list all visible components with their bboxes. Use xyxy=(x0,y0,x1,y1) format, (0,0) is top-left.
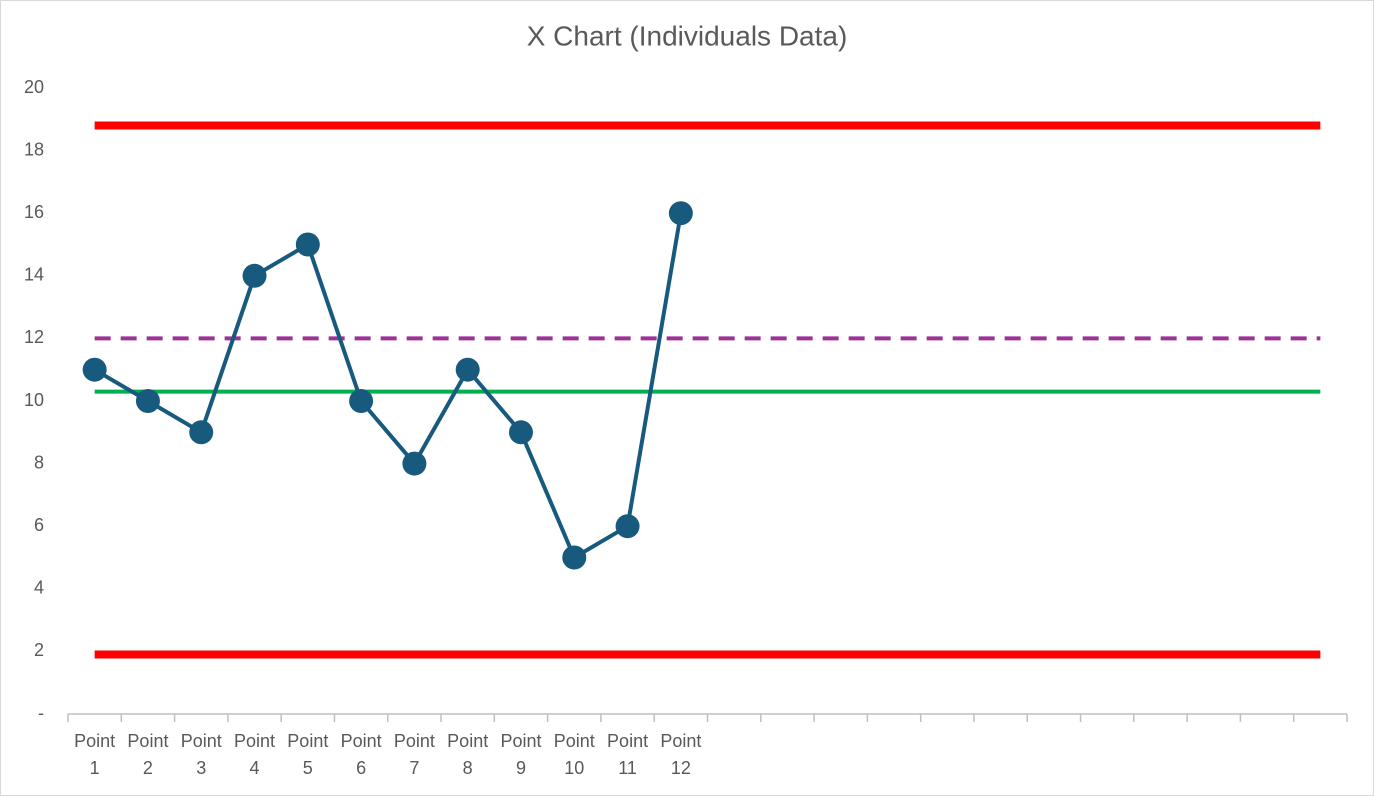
x-tick-label: Point 5 xyxy=(287,731,329,778)
x-tick-label: Point 7 xyxy=(393,731,435,778)
x-tick-label: Point 8 xyxy=(447,731,489,778)
data-point xyxy=(295,232,320,257)
data-point xyxy=(189,420,214,445)
data-point xyxy=(82,357,107,382)
data-point xyxy=(615,514,640,539)
y-tick-label: 6 xyxy=(34,515,44,535)
data-point xyxy=(242,263,267,288)
data-point xyxy=(668,201,693,226)
y-tick-label: - xyxy=(38,703,44,723)
x-tick-label: Point 2 xyxy=(127,731,169,778)
data-point xyxy=(562,545,587,570)
x-tick-label: Point 4 xyxy=(234,731,276,778)
x-tick-label: Point 10 xyxy=(553,731,595,778)
chart-title: X Chart (Individuals Data) xyxy=(527,20,848,51)
data-point xyxy=(135,389,160,413)
y-tick-label: 8 xyxy=(34,452,44,472)
x-tick-label: Point 3 xyxy=(180,731,222,778)
x-tick-label: Point 9 xyxy=(500,731,542,778)
y-tick-label: 4 xyxy=(34,578,44,598)
x-tick-label: Point 1 xyxy=(74,731,116,778)
data-point xyxy=(402,451,427,476)
data-point xyxy=(349,389,374,413)
y-tick-label: 12 xyxy=(24,327,44,347)
y-tick-label: 10 xyxy=(24,390,44,410)
x-tick-label: Point 12 xyxy=(660,731,702,778)
x-tick-label: Point 11 xyxy=(607,731,649,778)
data-point xyxy=(455,357,480,382)
y-tick-label: 2 xyxy=(34,640,44,660)
data-line xyxy=(93,212,683,560)
y-tick-label: 14 xyxy=(24,265,44,285)
x-tick-label: Point 6 xyxy=(340,731,382,778)
y-tick-label: 18 xyxy=(24,139,44,159)
y-tick-label: 20 xyxy=(24,77,44,97)
data-point xyxy=(508,420,533,445)
y-tick-label: 16 xyxy=(24,202,44,222)
